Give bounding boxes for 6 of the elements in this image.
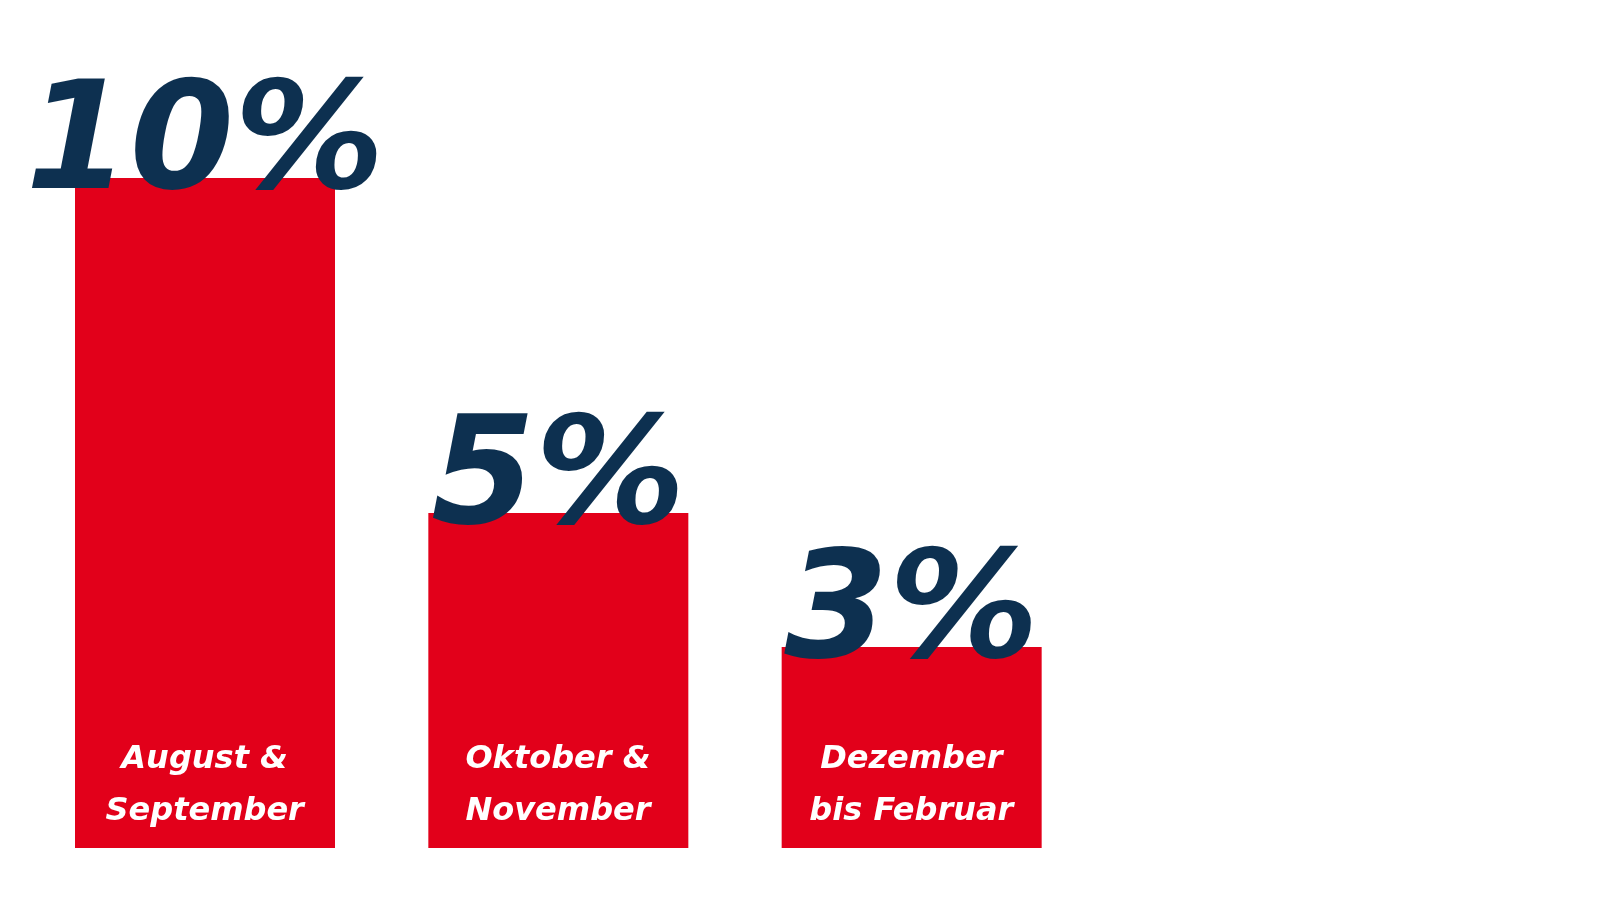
data-label: 5% <box>431 384 686 558</box>
x-tick-label: Dezember bis Februar <box>809 738 1016 828</box>
data-label: 10% <box>25 49 385 223</box>
x-tick-label: August & September <box>105 738 307 828</box>
x-tick-label: Oktober & November <box>465 738 653 828</box>
data-label: 3% <box>784 518 1039 692</box>
